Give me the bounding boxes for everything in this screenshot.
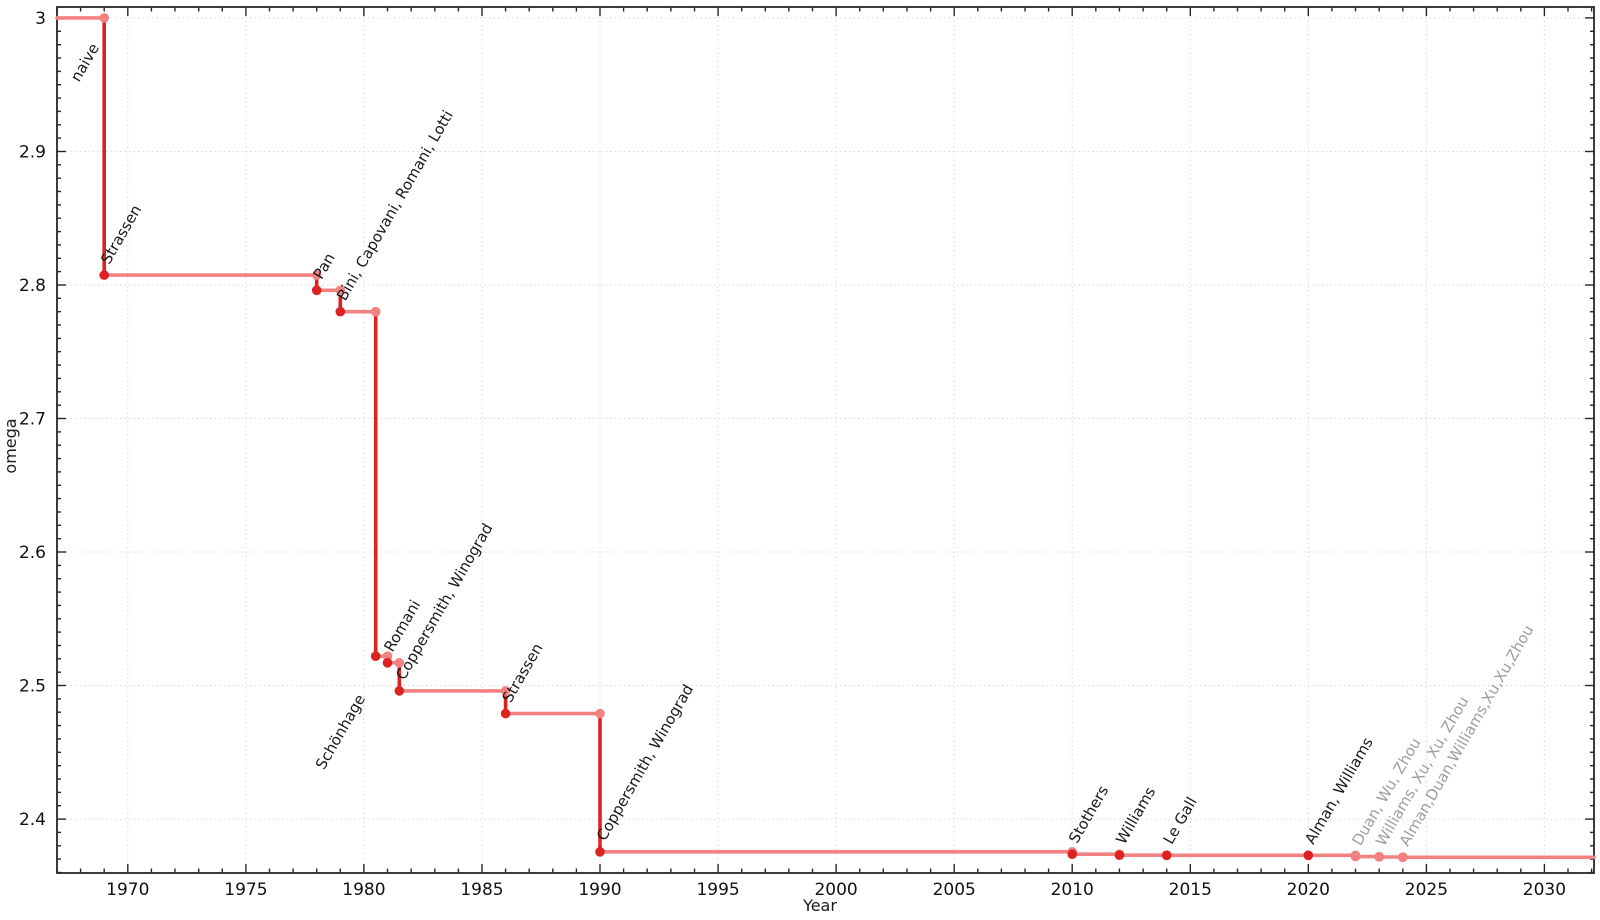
plateau-end-point — [335, 285, 346, 296]
x-tick-label: 2005 — [933, 880, 976, 900]
y-tick-label: 2.6 — [19, 543, 46, 563]
x-tick-label: 1970 — [106, 880, 149, 900]
x-tick-label: 2010 — [1051, 880, 1094, 900]
plateau-end-point — [394, 658, 405, 668]
data-point — [595, 847, 605, 857]
x-tick-label: 1990 — [578, 880, 621, 900]
x-axis-title: Year — [802, 896, 837, 915]
data-point — [1303, 850, 1314, 861]
x-tick-label: 1980 — [342, 880, 385, 900]
event-label: Stothers — [1065, 782, 1112, 846]
data-point — [1374, 852, 1384, 862]
series-layer — [55, 13, 1596, 863]
x-tick-label: 2020 — [1287, 880, 1330, 900]
data-point — [1067, 849, 1077, 859]
x-tick-label: 2030 — [1523, 880, 1566, 900]
x-tick-label: 2000 — [814, 880, 857, 900]
x-tick-label: 2025 — [1405, 880, 1448, 900]
data-point — [311, 285, 322, 296]
data-point — [500, 708, 511, 719]
y-tick-label: 2.7 — [19, 410, 46, 430]
data-point — [394, 686, 405, 696]
axes-layer: 1970 1975 1980 1985 1990 1995 2000 2005 2010 2015… — [19, 6, 1595, 900]
event-label: Coppersmith, Winograd — [593, 681, 697, 844]
data-point — [1350, 851, 1361, 862]
grid-layer — [57, 7, 1594, 873]
y-tick-label: 3 — [35, 9, 46, 29]
event-label-naive: naive — [67, 40, 103, 84]
event-label: Bini, Capovani, Romani, Lotti — [333, 107, 457, 303]
y-axis-title: omega — [1, 418, 20, 473]
event-label: Williams — [1112, 784, 1159, 848]
event-label: Strassen — [498, 640, 546, 705]
data-point — [370, 651, 381, 661]
data-point — [1114, 850, 1125, 860]
data-point — [99, 270, 109, 280]
event-label: Alman,Duan,Williams,Xu,Xu,Zhou — [1396, 622, 1538, 849]
x-tick-label: 1985 — [460, 880, 503, 900]
data-point — [1398, 852, 1408, 863]
plateau-end-point — [99, 13, 109, 23]
x-tick-label: 2015 — [1169, 880, 1212, 900]
x-tick-label: 1975 — [224, 880, 267, 900]
y-tick-label: 2.4 — [19, 810, 46, 830]
plateau-end-point — [500, 686, 511, 696]
plateau-end-point — [595, 708, 605, 719]
plateau-end-point — [311, 270, 322, 280]
plot-border — [56, 6, 1595, 874]
y-tick-label: 2.5 — [19, 677, 46, 697]
plateau-end-point — [370, 306, 381, 317]
event-label: Le Gall — [1160, 794, 1201, 847]
data-point — [1161, 850, 1172, 861]
data-point — [382, 658, 393, 668]
plateau-end-point — [382, 651, 393, 661]
event-label: Schönhage — [312, 691, 369, 772]
data-point — [335, 306, 346, 317]
y-tick-label: 2.8 — [19, 276, 46, 296]
y-tick-label: 2.9 — [19, 143, 46, 163]
x-tick-label: 1995 — [696, 880, 739, 900]
